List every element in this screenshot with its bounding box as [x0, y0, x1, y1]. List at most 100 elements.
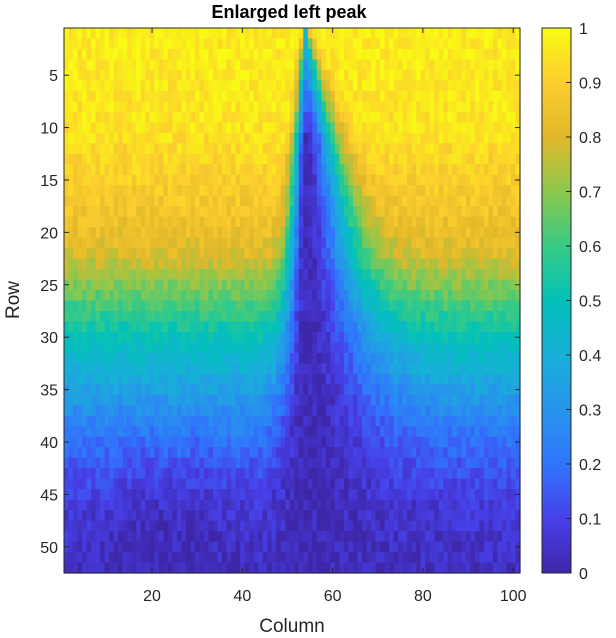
heatmap-cell — [380, 436, 386, 448]
heatmap-cell — [434, 195, 440, 207]
heatmap-cell — [357, 237, 363, 249]
heatmap-cell — [429, 342, 435, 354]
heatmap-cell — [118, 457, 124, 469]
heatmap-cell — [443, 384, 449, 396]
heatmap-cell — [289, 415, 295, 427]
heatmap-cell — [217, 394, 223, 406]
heatmap-cell — [371, 122, 377, 134]
heatmap-cell — [77, 132, 83, 144]
heatmap-cell — [208, 468, 214, 480]
heatmap-cell — [407, 69, 413, 81]
heatmap-cell — [325, 59, 331, 71]
heatmap-cell — [167, 80, 173, 92]
heatmap-cell — [154, 206, 160, 218]
heatmap-cell — [276, 321, 282, 333]
heatmap-cell — [488, 248, 494, 260]
heatmap-cell — [244, 478, 250, 490]
heatmap-cell — [176, 132, 182, 144]
heatmap-cell — [474, 373, 480, 385]
heatmap-cell — [483, 28, 489, 40]
heatmap-cell — [425, 447, 431, 459]
heatmap-cell — [86, 48, 92, 61]
heatmap-cell — [298, 531, 304, 543]
heatmap-cell — [109, 300, 115, 312]
heatmap-cell — [312, 195, 318, 207]
heatmap-cell — [235, 248, 241, 260]
heatmap-cell — [294, 436, 300, 448]
heatmap-cell — [240, 258, 246, 270]
heatmap-cell — [149, 426, 155, 438]
heatmap-cell — [176, 531, 182, 543]
heatmap-cell — [321, 132, 327, 144]
heatmap-cell — [429, 363, 435, 375]
heatmap-cell — [429, 216, 435, 228]
heatmap-cell — [443, 415, 449, 427]
heatmap-cell — [470, 227, 476, 239]
heatmap-cell — [298, 237, 304, 249]
heatmap-cell — [271, 132, 277, 144]
heatmap-cell — [461, 352, 467, 364]
heatmap-cell — [398, 122, 404, 134]
heatmap-cell — [176, 415, 182, 427]
heatmap-cell — [456, 510, 462, 522]
heatmap-cell — [91, 321, 97, 333]
heatmap-cell — [95, 195, 101, 207]
heatmap-cell — [334, 531, 340, 543]
heatmap-cell — [181, 405, 187, 417]
heatmap-cell — [357, 352, 363, 364]
heatmap-cell — [461, 478, 467, 490]
heatmap-cell — [307, 478, 313, 490]
heatmap-cell — [452, 290, 458, 302]
heatmap-cell — [334, 405, 340, 417]
heatmap-cell — [64, 258, 70, 270]
heatmap-cell — [465, 489, 471, 501]
heatmap-cell — [136, 290, 142, 302]
heatmap-cell — [506, 101, 512, 113]
heatmap-cell — [492, 405, 499, 417]
heatmap-cell — [393, 384, 399, 396]
heatmap-cell — [82, 457, 88, 469]
heatmap-cell — [280, 279, 286, 291]
heatmap-cell — [339, 310, 345, 323]
heatmap-cell — [389, 101, 395, 113]
heatmap-cell — [104, 59, 110, 71]
heatmap-cell — [456, 499, 462, 511]
heatmap-cell — [100, 279, 106, 291]
heatmap-cell — [434, 384, 440, 396]
heatmap-cell — [334, 363, 340, 375]
heatmap-cell — [375, 331, 381, 344]
heatmap-cell — [158, 59, 164, 71]
heatmap-cell — [339, 478, 345, 490]
heatmap-cell — [452, 90, 458, 102]
heatmap-cell — [154, 363, 160, 375]
heatmap-cell — [416, 447, 422, 459]
heatmap-cell — [371, 457, 377, 469]
heatmap-cell — [127, 541, 133, 553]
heatmap-cell — [109, 352, 115, 364]
heatmap-cell — [64, 468, 70, 480]
heatmap-cell — [199, 331, 205, 344]
heatmap-cell — [443, 164, 449, 176]
heatmap-cell — [140, 290, 146, 302]
heatmap-cell — [231, 499, 237, 511]
heatmap-cell — [77, 489, 83, 501]
heatmap-cell — [194, 195, 201, 207]
heatmap-cell — [407, 206, 413, 218]
heatmap-cell — [334, 394, 340, 406]
heatmap-cell — [438, 436, 444, 448]
heatmap-cell — [145, 185, 151, 197]
heatmap-cell — [312, 290, 318, 302]
heatmap-cell — [339, 101, 345, 113]
heatmap-cell — [172, 38, 178, 50]
heatmap-cell — [163, 132, 169, 144]
heatmap-cell — [352, 468, 359, 480]
heatmap-cell — [465, 174, 471, 186]
heatmap-cell — [163, 478, 169, 490]
heatmap-cell — [425, 269, 431, 281]
heatmap-cell — [443, 468, 449, 480]
heatmap-cell — [289, 436, 295, 448]
heatmap-cell — [64, 80, 70, 92]
heatmap-cell — [438, 489, 444, 501]
heatmap-cell — [429, 48, 435, 61]
heatmap-cell — [176, 447, 182, 459]
